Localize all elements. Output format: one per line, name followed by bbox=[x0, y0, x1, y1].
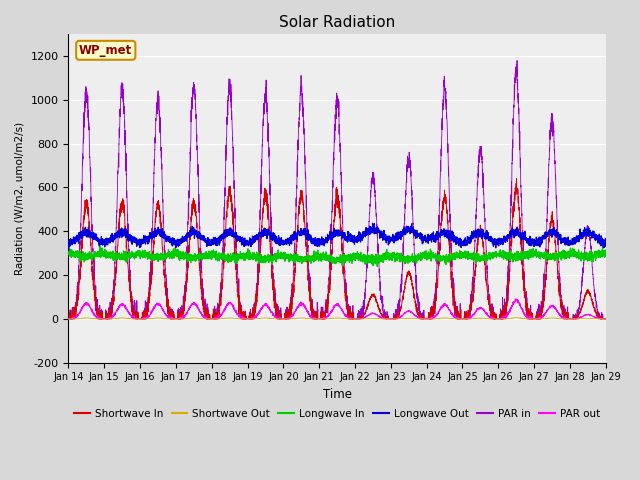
Title: Solar Radiation: Solar Radiation bbox=[279, 15, 396, 30]
Text: WP_met: WP_met bbox=[79, 44, 132, 57]
X-axis label: Time: Time bbox=[323, 388, 351, 401]
Y-axis label: Radiation (W/m2, umol/m2/s): Radiation (W/m2, umol/m2/s) bbox=[15, 122, 25, 275]
Legend: Shortwave In, Shortwave Out, Longwave In, Longwave Out, PAR in, PAR out: Shortwave In, Shortwave Out, Longwave In… bbox=[70, 405, 604, 423]
